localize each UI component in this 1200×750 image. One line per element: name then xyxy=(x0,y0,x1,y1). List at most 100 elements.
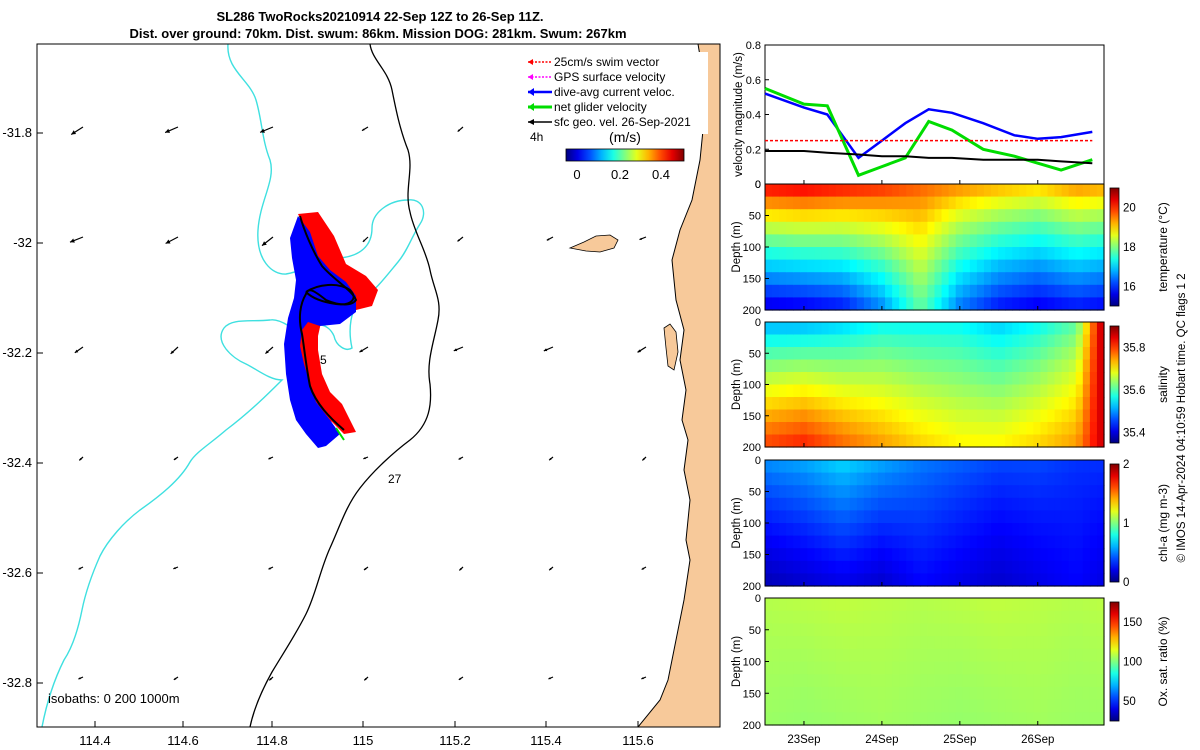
heatmap-cell xyxy=(969,623,978,637)
heatmap-cell xyxy=(835,259,844,273)
heatmap-cell xyxy=(1040,334,1049,348)
heatmap-cell xyxy=(1096,184,1105,198)
heatmap-cell xyxy=(892,422,900,436)
heatmap-cell xyxy=(793,434,801,448)
heatmap-cell xyxy=(835,623,844,637)
heatmap-cell xyxy=(800,434,808,448)
map-x-axis: 114.4 114.6 114.8 115 115.2 115.4 115.6 xyxy=(79,721,654,748)
heatmap-cell xyxy=(1089,497,1098,511)
heatmap-cell xyxy=(983,623,992,637)
heatmap-cell xyxy=(1075,535,1084,549)
heatmap-cell xyxy=(786,535,794,549)
heatmap-cell xyxy=(991,372,999,386)
heatmap-cell xyxy=(1005,384,1013,398)
heatmap-cell xyxy=(1075,523,1084,537)
heatmap-cell xyxy=(941,548,950,562)
heatmap-cell xyxy=(807,334,816,348)
heatmap-cell xyxy=(892,636,900,650)
heatmap-cell xyxy=(878,560,886,574)
heatmap-cell xyxy=(983,297,992,311)
heatmap-cell xyxy=(1096,297,1105,311)
heatmap-cell xyxy=(1096,648,1105,663)
heatmap-cell xyxy=(885,221,893,235)
heatmap-cell xyxy=(1019,636,1027,650)
heatmap-cell xyxy=(983,472,992,486)
heatmap-cell xyxy=(927,523,936,537)
heatmap-cell xyxy=(863,234,872,248)
heatmap-cell xyxy=(1040,610,1049,624)
heatmap-cell xyxy=(1068,297,1077,311)
heatmap-cell xyxy=(991,610,999,624)
section-y-tick-label: 100 xyxy=(743,380,761,392)
heatmap-cell xyxy=(1082,384,1091,398)
heatmap-cell xyxy=(1012,196,1020,210)
heatmap-cell xyxy=(800,497,808,511)
heatmap-cell xyxy=(1075,460,1084,474)
section-colorbar-label: temperature (°C) xyxy=(1156,202,1170,292)
heatmap-cell xyxy=(969,334,978,348)
heatmap-cell xyxy=(927,636,936,650)
heatmap-cell xyxy=(969,409,978,423)
heatmap-cell xyxy=(955,610,964,624)
heatmap-cell xyxy=(807,397,816,411)
heatmap-cell xyxy=(1082,422,1091,436)
heatmap-cell xyxy=(849,699,858,713)
heatmap-cell xyxy=(976,686,985,701)
heatmap-cell xyxy=(899,259,907,273)
heatmap-cell xyxy=(786,247,794,261)
section-colorbar xyxy=(1109,601,1120,722)
heatmap-cell xyxy=(1096,573,1105,587)
speed-colorbar-tick-0: 0 xyxy=(573,167,580,182)
heatmap-cell xyxy=(1012,573,1020,587)
heatmap-cell xyxy=(821,322,830,336)
heatmap-cell xyxy=(955,422,964,436)
heatmap-cell xyxy=(976,209,985,223)
heatmap-cell xyxy=(1019,510,1027,524)
heatmap-cell xyxy=(969,209,978,223)
heatmap-cell xyxy=(870,510,879,524)
heatmap-cell xyxy=(983,674,992,688)
heatmap-cell xyxy=(892,472,900,486)
heatmap-cell xyxy=(1054,686,1063,701)
sfc-geo-velocity-arrow xyxy=(453,346,464,352)
heatmap-cell xyxy=(1033,548,1042,562)
heatmap-cell xyxy=(1089,636,1098,650)
heatmap-cell xyxy=(821,523,830,537)
heatmap-cell xyxy=(955,598,964,612)
section-y-tick-label: 100 xyxy=(743,657,761,669)
heatmap-cell xyxy=(1005,397,1013,411)
heatmap-cell xyxy=(962,510,971,524)
heatmap-cell xyxy=(983,497,992,511)
heatmap-cell xyxy=(962,623,971,637)
heatmap-cell xyxy=(1082,209,1091,223)
heatmap-cell xyxy=(983,510,992,524)
heatmap-cell xyxy=(870,322,879,336)
heatmap-cell xyxy=(786,184,794,198)
heatmap-cell xyxy=(913,247,921,261)
heatmap-cell xyxy=(920,196,929,210)
heatmap-cell xyxy=(793,359,801,373)
heatmap-cell xyxy=(969,297,978,311)
heatmap-cell xyxy=(927,397,936,411)
heatmap-cell xyxy=(821,472,830,486)
heatmap-cell xyxy=(807,661,816,675)
heatmap-cell xyxy=(983,272,992,286)
heatmap-cell xyxy=(1033,384,1042,398)
heatmap-cell xyxy=(927,686,936,701)
heatmap-cell xyxy=(892,434,900,448)
heatmap-cell xyxy=(969,397,978,411)
heatmap-cell xyxy=(1019,372,1027,386)
heatmap-cell xyxy=(1047,497,1056,511)
heatmap-cell xyxy=(835,648,844,663)
heatmap-cell xyxy=(899,247,907,261)
heatmap-cell xyxy=(906,359,914,373)
heatmap-cell xyxy=(892,674,900,688)
heatmap-cell xyxy=(955,259,964,273)
heatmap-cell xyxy=(821,347,830,361)
heatmap-cell xyxy=(969,434,978,448)
section-y-tick-label: 50 xyxy=(749,625,761,637)
heatmap-cell xyxy=(878,334,886,348)
heatmap-cell xyxy=(842,560,851,574)
heatmap-cell xyxy=(786,397,794,411)
